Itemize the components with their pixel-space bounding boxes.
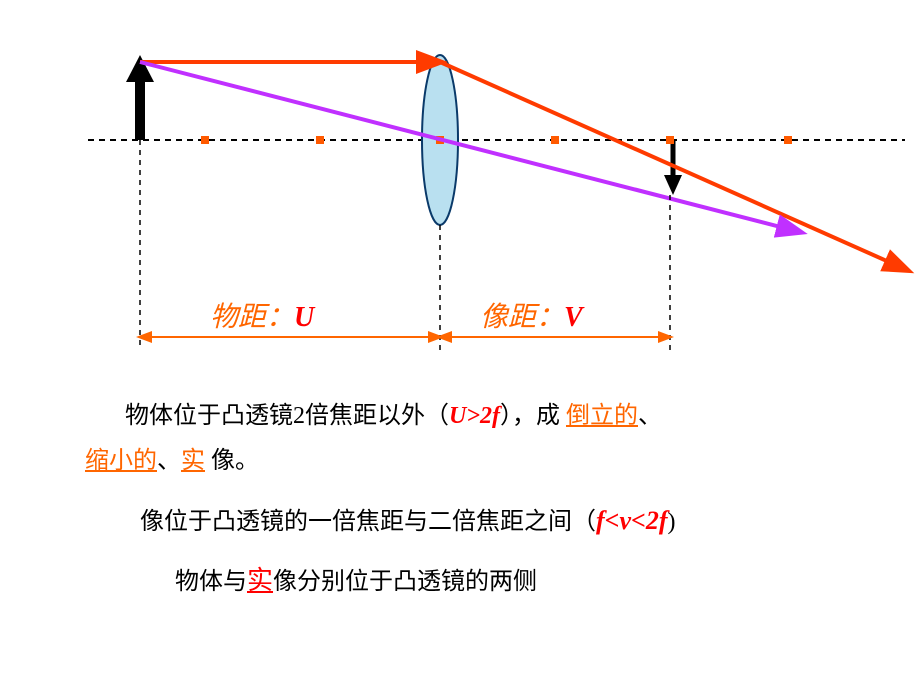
l2a: 缩小的 bbox=[85, 448, 157, 474]
v-prefix: 像距： bbox=[480, 302, 564, 333]
l4c: 像分别位于凸透镜的两侧 bbox=[273, 569, 537, 595]
description-line4: 物体与实像分别位于凸透镜的两侧 bbox=[175, 558, 920, 605]
l3a: 像位于凸透镜的一倍焦距与二倍焦距之间（ bbox=[140, 509, 596, 535]
l1e: 、 bbox=[638, 403, 662, 429]
l1d: 倒立的 bbox=[566, 403, 638, 429]
description-line1: 物体位于凸透镜2倍焦距以外（U>2f），成 倒立的、 bbox=[125, 395, 905, 438]
object-arrow-head bbox=[126, 55, 154, 82]
u-prefix: 物距： bbox=[210, 302, 294, 333]
l3b: f<v<2f bbox=[596, 506, 668, 535]
l3c: ) bbox=[668, 509, 676, 535]
l4b: 实 bbox=[247, 566, 273, 595]
description-line3: 像位于凸透镜的一倍焦距与二倍焦距之间（f<v<2f) bbox=[140, 498, 920, 545]
v-var: V bbox=[564, 302, 583, 333]
l2d: 像。 bbox=[205, 448, 259, 474]
l4a: 物体与 bbox=[175, 569, 247, 595]
description-line2: 缩小的、实 像。 bbox=[85, 440, 865, 483]
l1a: 物体位于凸透镜2倍焦距以外（ bbox=[125, 403, 449, 429]
l2b: 、 bbox=[157, 448, 181, 474]
l1b: U>2f bbox=[449, 403, 500, 429]
l1c: ），成 bbox=[500, 403, 566, 429]
ray-center bbox=[140, 62, 800, 232]
image-arrow-head bbox=[664, 175, 682, 195]
u-var: U bbox=[294, 302, 314, 333]
object-distance-label: 物距：U bbox=[210, 295, 314, 335]
optics-diagram bbox=[0, 0, 920, 360]
l2c: 实 bbox=[181, 448, 205, 474]
image-distance-label: 像距：V bbox=[480, 295, 583, 335]
